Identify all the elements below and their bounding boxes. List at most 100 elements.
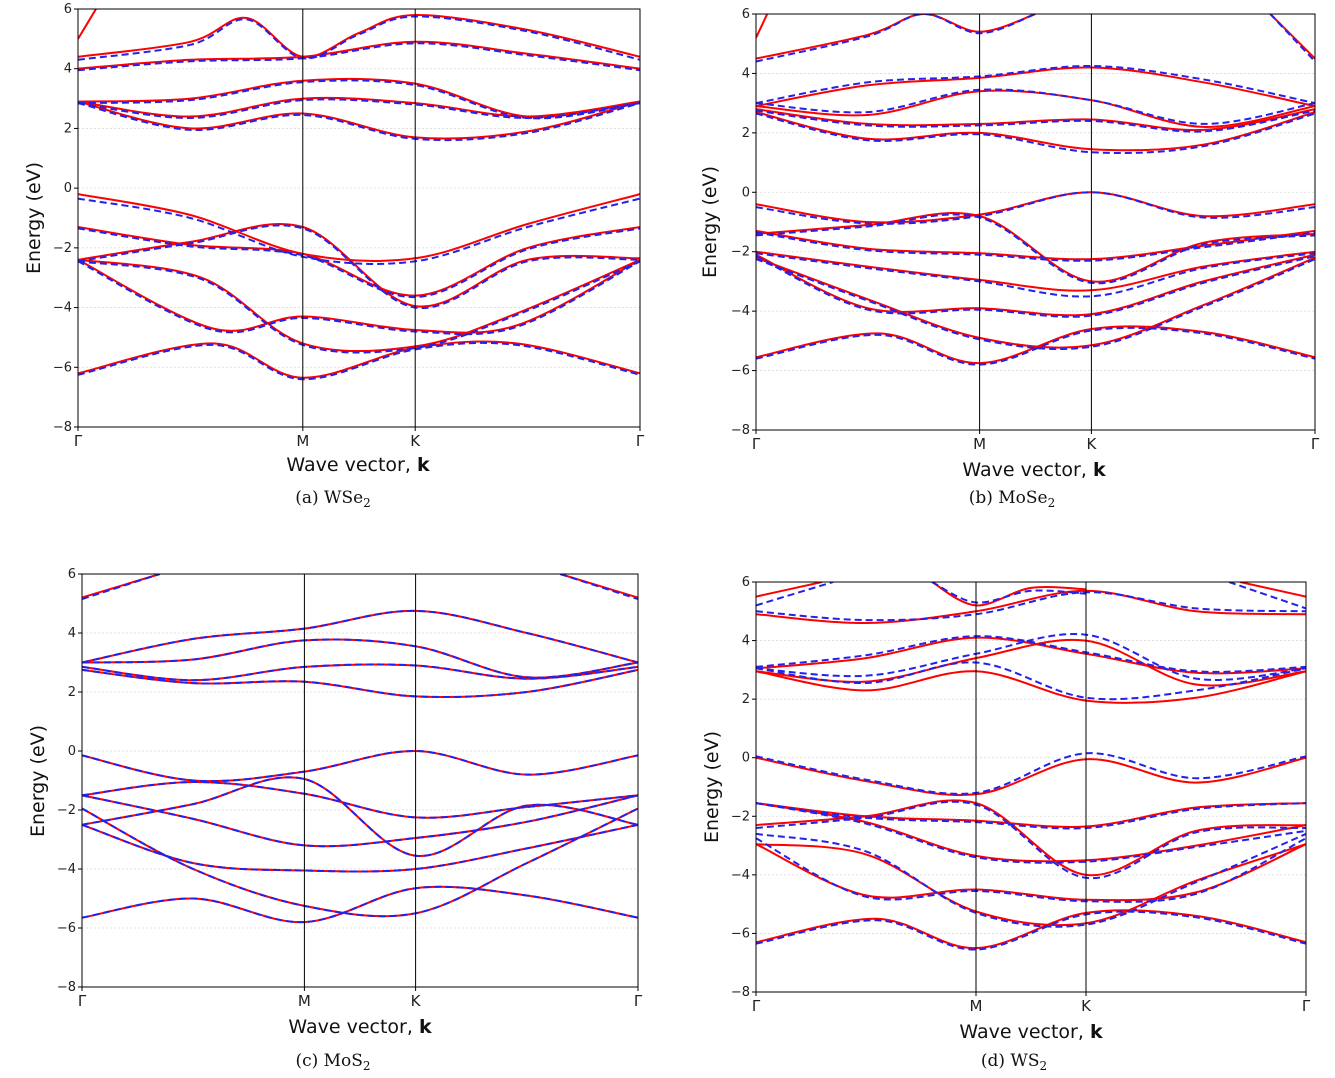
reference-band-3 [756, 843, 1306, 927]
model-band-13 [559, 574, 638, 601]
model-band-2 [78, 260, 640, 336]
y-axis-title: Energy (eV) [699, 166, 721, 278]
kpoint-label: M [298, 992, 311, 1010]
y-tick-label: 6 [64, 2, 72, 17]
model-band-3 [78, 260, 640, 354]
reference-band-5 [78, 222, 640, 308]
kpoint-label: Γ [74, 432, 83, 450]
reference-band-10 [82, 638, 638, 679]
panel-caption: (d) WS2 [981, 1051, 1047, 1073]
y-tick-label: 0 [64, 181, 72, 196]
kpoint-label: Γ [1311, 435, 1320, 453]
model-band-6 [756, 213, 1315, 285]
model-band-6 [78, 197, 640, 265]
kpoint-label: M [970, 997, 983, 1015]
reference-band-12 [756, 14, 1036, 60]
reference-band-11 [756, 66, 1315, 108]
y-axis-title: Energy (eV) [27, 725, 49, 837]
bands [82, 574, 638, 924]
model-band-10 [756, 88, 1315, 125]
model-band-9 [78, 79, 640, 120]
reference-band-4 [756, 229, 1315, 261]
model-band-11 [82, 609, 638, 664]
reference-band-6 [756, 799, 1306, 877]
model-band-11 [756, 64, 1315, 105]
reference-band-11 [756, 589, 1306, 625]
model-band-7 [82, 749, 638, 783]
model-band-8 [756, 112, 1315, 155]
y-tick-label: 0 [742, 185, 750, 200]
reference-band-12 [82, 574, 161, 599]
y-tick-label: 2 [742, 126, 750, 141]
kpoint-label: K [410, 432, 421, 450]
model-band-1 [756, 910, 1306, 951]
model-band-7 [78, 102, 640, 142]
model-band-10 [756, 635, 1306, 673]
y-tick-label: 4 [68, 626, 76, 641]
reference-band-7 [82, 749, 638, 783]
y-tick-label: 0 [742, 751, 750, 766]
reference-band-14 [1269, 14, 1315, 60]
y-axis-title: Energy (eV) [701, 731, 723, 843]
reference-band-3 [756, 256, 1315, 349]
model-band-6 [756, 800, 1306, 880]
kpoint-label: Γ [752, 435, 761, 453]
y-tick-label: −8 [731, 423, 750, 438]
model-band-4 [82, 794, 638, 848]
reference-band-13 [756, 14, 769, 39]
y-tick-label: −4 [731, 304, 750, 319]
reference-band-12 [78, 9, 97, 40]
model-band-2 [756, 255, 1315, 318]
y-tick-label: 6 [68, 567, 76, 582]
x-axis-title: Wave vector, k [962, 459, 1106, 481]
y-tick-label: 6 [742, 7, 750, 22]
plot-frame [755, 13, 1316, 431]
kpoint-label: M [973, 435, 986, 453]
model-band-4 [756, 802, 1306, 864]
reference-band-5 [756, 802, 1306, 828]
kpoint-label: K [1081, 997, 1092, 1015]
reference-band-10 [756, 636, 1306, 675]
y-tick-label: 6 [742, 575, 750, 590]
reference-band-2 [82, 823, 638, 873]
reference-band-9 [756, 108, 1315, 132]
y-tick-label: 4 [742, 66, 750, 81]
reference-band-8 [82, 668, 638, 699]
kpoint-label: Γ [1302, 997, 1311, 1015]
kpoint-label: Γ [634, 992, 643, 1010]
panel-caption: (c) MoS2 [295, 1051, 370, 1073]
kpoint-label: Γ [752, 997, 761, 1015]
model-band-8 [756, 661, 1306, 701]
model-band-11 [756, 591, 1306, 622]
model-band-5 [78, 224, 640, 309]
model-band-9 [82, 663, 638, 682]
reference-band-1 [82, 885, 638, 924]
model-band-8 [78, 98, 640, 120]
plot-frame [755, 581, 1307, 993]
model-band-6 [82, 776, 638, 857]
y-tick-label: −4 [57, 862, 76, 877]
x-axis-title: Wave vector, k [288, 1016, 432, 1038]
reference-band-6 [78, 193, 640, 262]
bands [756, 14, 1315, 366]
reference-band-13 [931, 582, 1087, 607]
reference-band-1 [78, 340, 640, 379]
kpoint-label: K [1086, 435, 1097, 453]
plot-frame [77, 8, 641, 428]
model-band-9 [756, 109, 1315, 133]
kpoint-label: K [411, 992, 422, 1010]
y-tick-label: −6 [731, 926, 750, 941]
model-band-14 [1228, 582, 1306, 610]
y-tick-label: −6 [731, 364, 750, 379]
y-tick-label: 2 [64, 121, 72, 136]
model-band-7 [756, 191, 1315, 225]
model-band-3 [756, 258, 1315, 351]
reference-band-12 [756, 582, 823, 598]
y-tick-label: 0 [68, 744, 76, 759]
y-tick-label: −2 [57, 803, 76, 818]
reference-band-4 [82, 794, 638, 848]
model-band-4 [756, 231, 1315, 262]
plot-frame [81, 573, 639, 988]
x-axis-title: Wave vector, k [286, 454, 430, 476]
